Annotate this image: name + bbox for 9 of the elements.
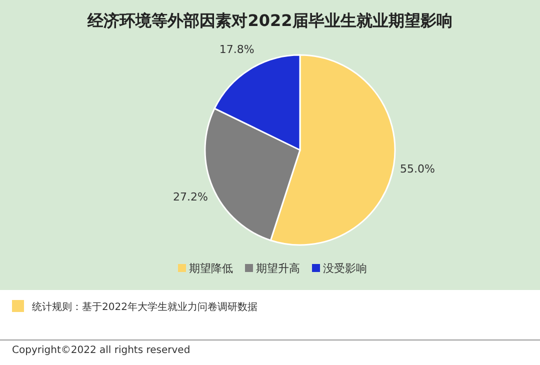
data-label: 55.0%	[400, 162, 436, 176]
text: Copyright©2022 all rights reserved	[12, 345, 190, 356]
text: 统计规则：基于2022年大学生就业力问卷调研数据	[32, 301, 258, 313]
legend-label: 期望降低	[189, 262, 233, 275]
chart-title: 经济环境等外部因素对2022届毕业生就业期望影响	[86, 11, 452, 30]
legend-label: 没受影响	[323, 262, 367, 275]
legend-label: 期望升高	[256, 262, 300, 275]
data-label: 17.8%	[219, 43, 254, 56]
data-label: 27.2%	[173, 190, 208, 204]
